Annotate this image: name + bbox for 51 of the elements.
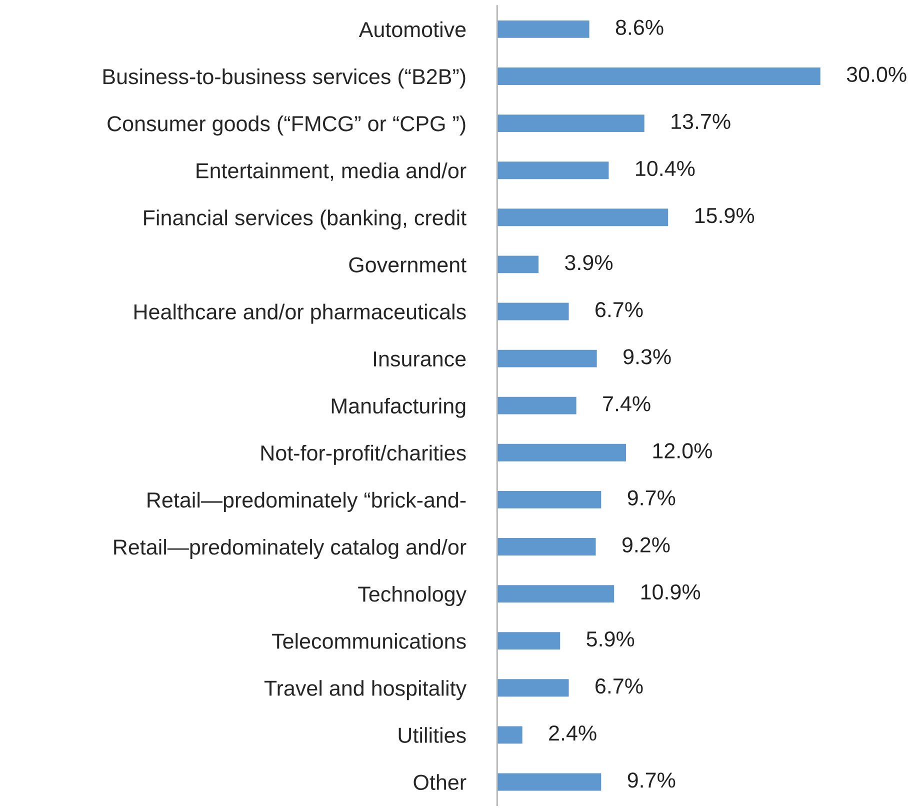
bar [497, 630, 562, 651]
data-label: 2.4% [549, 725, 596, 741]
data-label: 10.4% [636, 160, 695, 176]
data-label: 30.0% [846, 66, 906, 82]
y-tick-label: Retail—predominately catalog and/or [114, 538, 466, 560]
y-tick-label: Automotive [358, 21, 466, 38]
data-label: 6.7% [596, 678, 643, 694]
y-tick-label: Travel and hospitality [264, 680, 467, 700]
y-tick-label: Healthcare and/or pharmaceuticals [134, 304, 466, 324]
bar [497, 395, 578, 416]
data-label: 9.3% [624, 349, 671, 364]
y-tick-label: Retail—predominately “brick-and- [148, 492, 466, 512]
data-label: 15.9% [695, 208, 754, 224]
y-tick-label: Technology [358, 586, 467, 606]
y-tick-label: Utilities [398, 727, 466, 743]
data-label: 5.9% [586, 631, 634, 647]
bar [497, 490, 603, 510]
bar [497, 536, 598, 557]
bar [497, 772, 603, 792]
data-label: 3.9% [565, 254, 613, 270]
data-label: 8.6% [616, 20, 664, 35]
bar [497, 348, 598, 369]
bar [497, 19, 591, 40]
bar [497, 442, 628, 463]
bar [497, 207, 670, 228]
y-tick-label: Financial services (banking, credit [144, 210, 466, 230]
bar [497, 160, 610, 180]
data-label: 7.4% [603, 396, 650, 412]
bar [497, 724, 524, 746]
y-tick-label: Telecommunications [272, 633, 466, 649]
y-tick-label: Government [349, 257, 466, 272]
data-label: 9.7% [628, 772, 676, 788]
y-tick-label: Consumer goods (“FMCG” or “CPG ”) [108, 116, 466, 136]
bar [497, 584, 616, 604]
bar [497, 254, 540, 275]
data-label: 12.0% [653, 443, 712, 458]
bar [497, 678, 570, 698]
data-label: 9.2% [622, 537, 670, 553]
data-label: 10.9% [641, 584, 700, 600]
bar [497, 66, 822, 86]
y-tick-label: Not-for-profit/charities [261, 444, 466, 465]
y-tick-label: Business-to-business services (“B2B”) [103, 68, 466, 89]
data-label: 6.7% [596, 302, 643, 318]
y-tick-label: Other [414, 774, 466, 790]
data-label: 13.7% [672, 114, 730, 130]
bar [497, 113, 646, 134]
data-label: 9.7% [628, 490, 676, 506]
y-tick-label: Entertainment, media and/or [196, 162, 466, 181]
bar [497, 301, 570, 322]
y-tick-label: Insurance [374, 352, 466, 367]
y-tick-label: Manufacturing [332, 398, 466, 418]
